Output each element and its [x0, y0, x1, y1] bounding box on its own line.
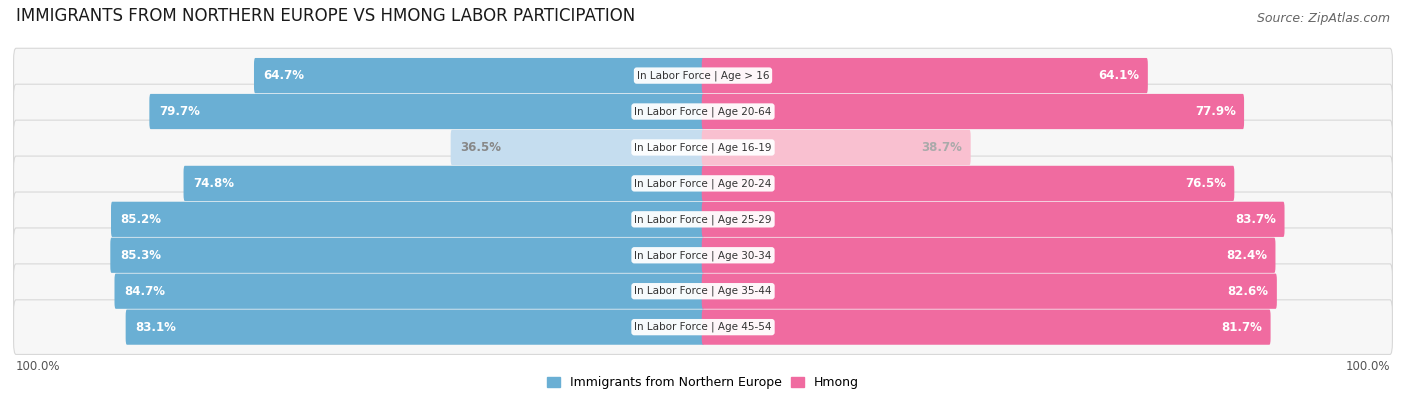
Text: 85.3%: 85.3%	[120, 249, 160, 262]
FancyBboxPatch shape	[110, 238, 704, 273]
Text: 100.0%: 100.0%	[1346, 360, 1391, 373]
FancyBboxPatch shape	[451, 130, 704, 165]
FancyBboxPatch shape	[114, 274, 704, 309]
Text: 83.1%: 83.1%	[135, 321, 176, 334]
Text: Source: ZipAtlas.com: Source: ZipAtlas.com	[1257, 11, 1391, 24]
FancyBboxPatch shape	[14, 192, 1392, 246]
FancyBboxPatch shape	[14, 264, 1392, 318]
Text: 64.7%: 64.7%	[263, 69, 305, 82]
Text: In Labor Force | Age 16-19: In Labor Force | Age 16-19	[634, 142, 772, 153]
Text: 76.5%: 76.5%	[1185, 177, 1226, 190]
FancyBboxPatch shape	[184, 166, 704, 201]
FancyBboxPatch shape	[702, 166, 1234, 201]
Text: 100.0%: 100.0%	[15, 360, 60, 373]
FancyBboxPatch shape	[702, 58, 1147, 93]
Text: 85.2%: 85.2%	[121, 213, 162, 226]
FancyBboxPatch shape	[14, 84, 1392, 139]
Text: In Labor Force | Age 20-64: In Labor Force | Age 20-64	[634, 106, 772, 117]
Text: IMMIGRANTS FROM NORTHERN EUROPE VS HMONG LABOR PARTICIPATION: IMMIGRANTS FROM NORTHERN EUROPE VS HMONG…	[15, 7, 636, 24]
Text: 82.4%: 82.4%	[1226, 249, 1267, 262]
FancyBboxPatch shape	[702, 238, 1275, 273]
Text: 36.5%: 36.5%	[460, 141, 502, 154]
FancyBboxPatch shape	[14, 48, 1392, 103]
FancyBboxPatch shape	[702, 274, 1277, 309]
Text: In Labor Force | Age > 16: In Labor Force | Age > 16	[637, 70, 769, 81]
Text: 64.1%: 64.1%	[1098, 69, 1140, 82]
FancyBboxPatch shape	[254, 58, 704, 93]
Text: In Labor Force | Age 45-54: In Labor Force | Age 45-54	[634, 322, 772, 332]
FancyBboxPatch shape	[702, 310, 1271, 345]
FancyBboxPatch shape	[111, 202, 704, 237]
Text: In Labor Force | Age 20-24: In Labor Force | Age 20-24	[634, 178, 772, 189]
FancyBboxPatch shape	[125, 310, 704, 345]
Text: 79.7%: 79.7%	[159, 105, 200, 118]
Text: 82.6%: 82.6%	[1227, 285, 1268, 298]
Text: 84.7%: 84.7%	[124, 285, 165, 298]
Text: In Labor Force | Age 35-44: In Labor Force | Age 35-44	[634, 286, 772, 297]
FancyBboxPatch shape	[14, 300, 1392, 354]
Text: In Labor Force | Age 25-29: In Labor Force | Age 25-29	[634, 214, 772, 225]
Text: 74.8%: 74.8%	[193, 177, 235, 190]
Text: 38.7%: 38.7%	[921, 141, 963, 154]
FancyBboxPatch shape	[14, 120, 1392, 175]
FancyBboxPatch shape	[14, 228, 1392, 282]
Text: 81.7%: 81.7%	[1222, 321, 1263, 334]
Text: 77.9%: 77.9%	[1195, 105, 1236, 118]
Legend: Immigrants from Northern Europe, Hmong: Immigrants from Northern Europe, Hmong	[543, 372, 863, 393]
Text: 83.7%: 83.7%	[1236, 213, 1277, 226]
Text: In Labor Force | Age 30-34: In Labor Force | Age 30-34	[634, 250, 772, 261]
FancyBboxPatch shape	[14, 156, 1392, 211]
FancyBboxPatch shape	[702, 94, 1244, 129]
FancyBboxPatch shape	[702, 130, 970, 165]
FancyBboxPatch shape	[149, 94, 704, 129]
FancyBboxPatch shape	[702, 202, 1285, 237]
